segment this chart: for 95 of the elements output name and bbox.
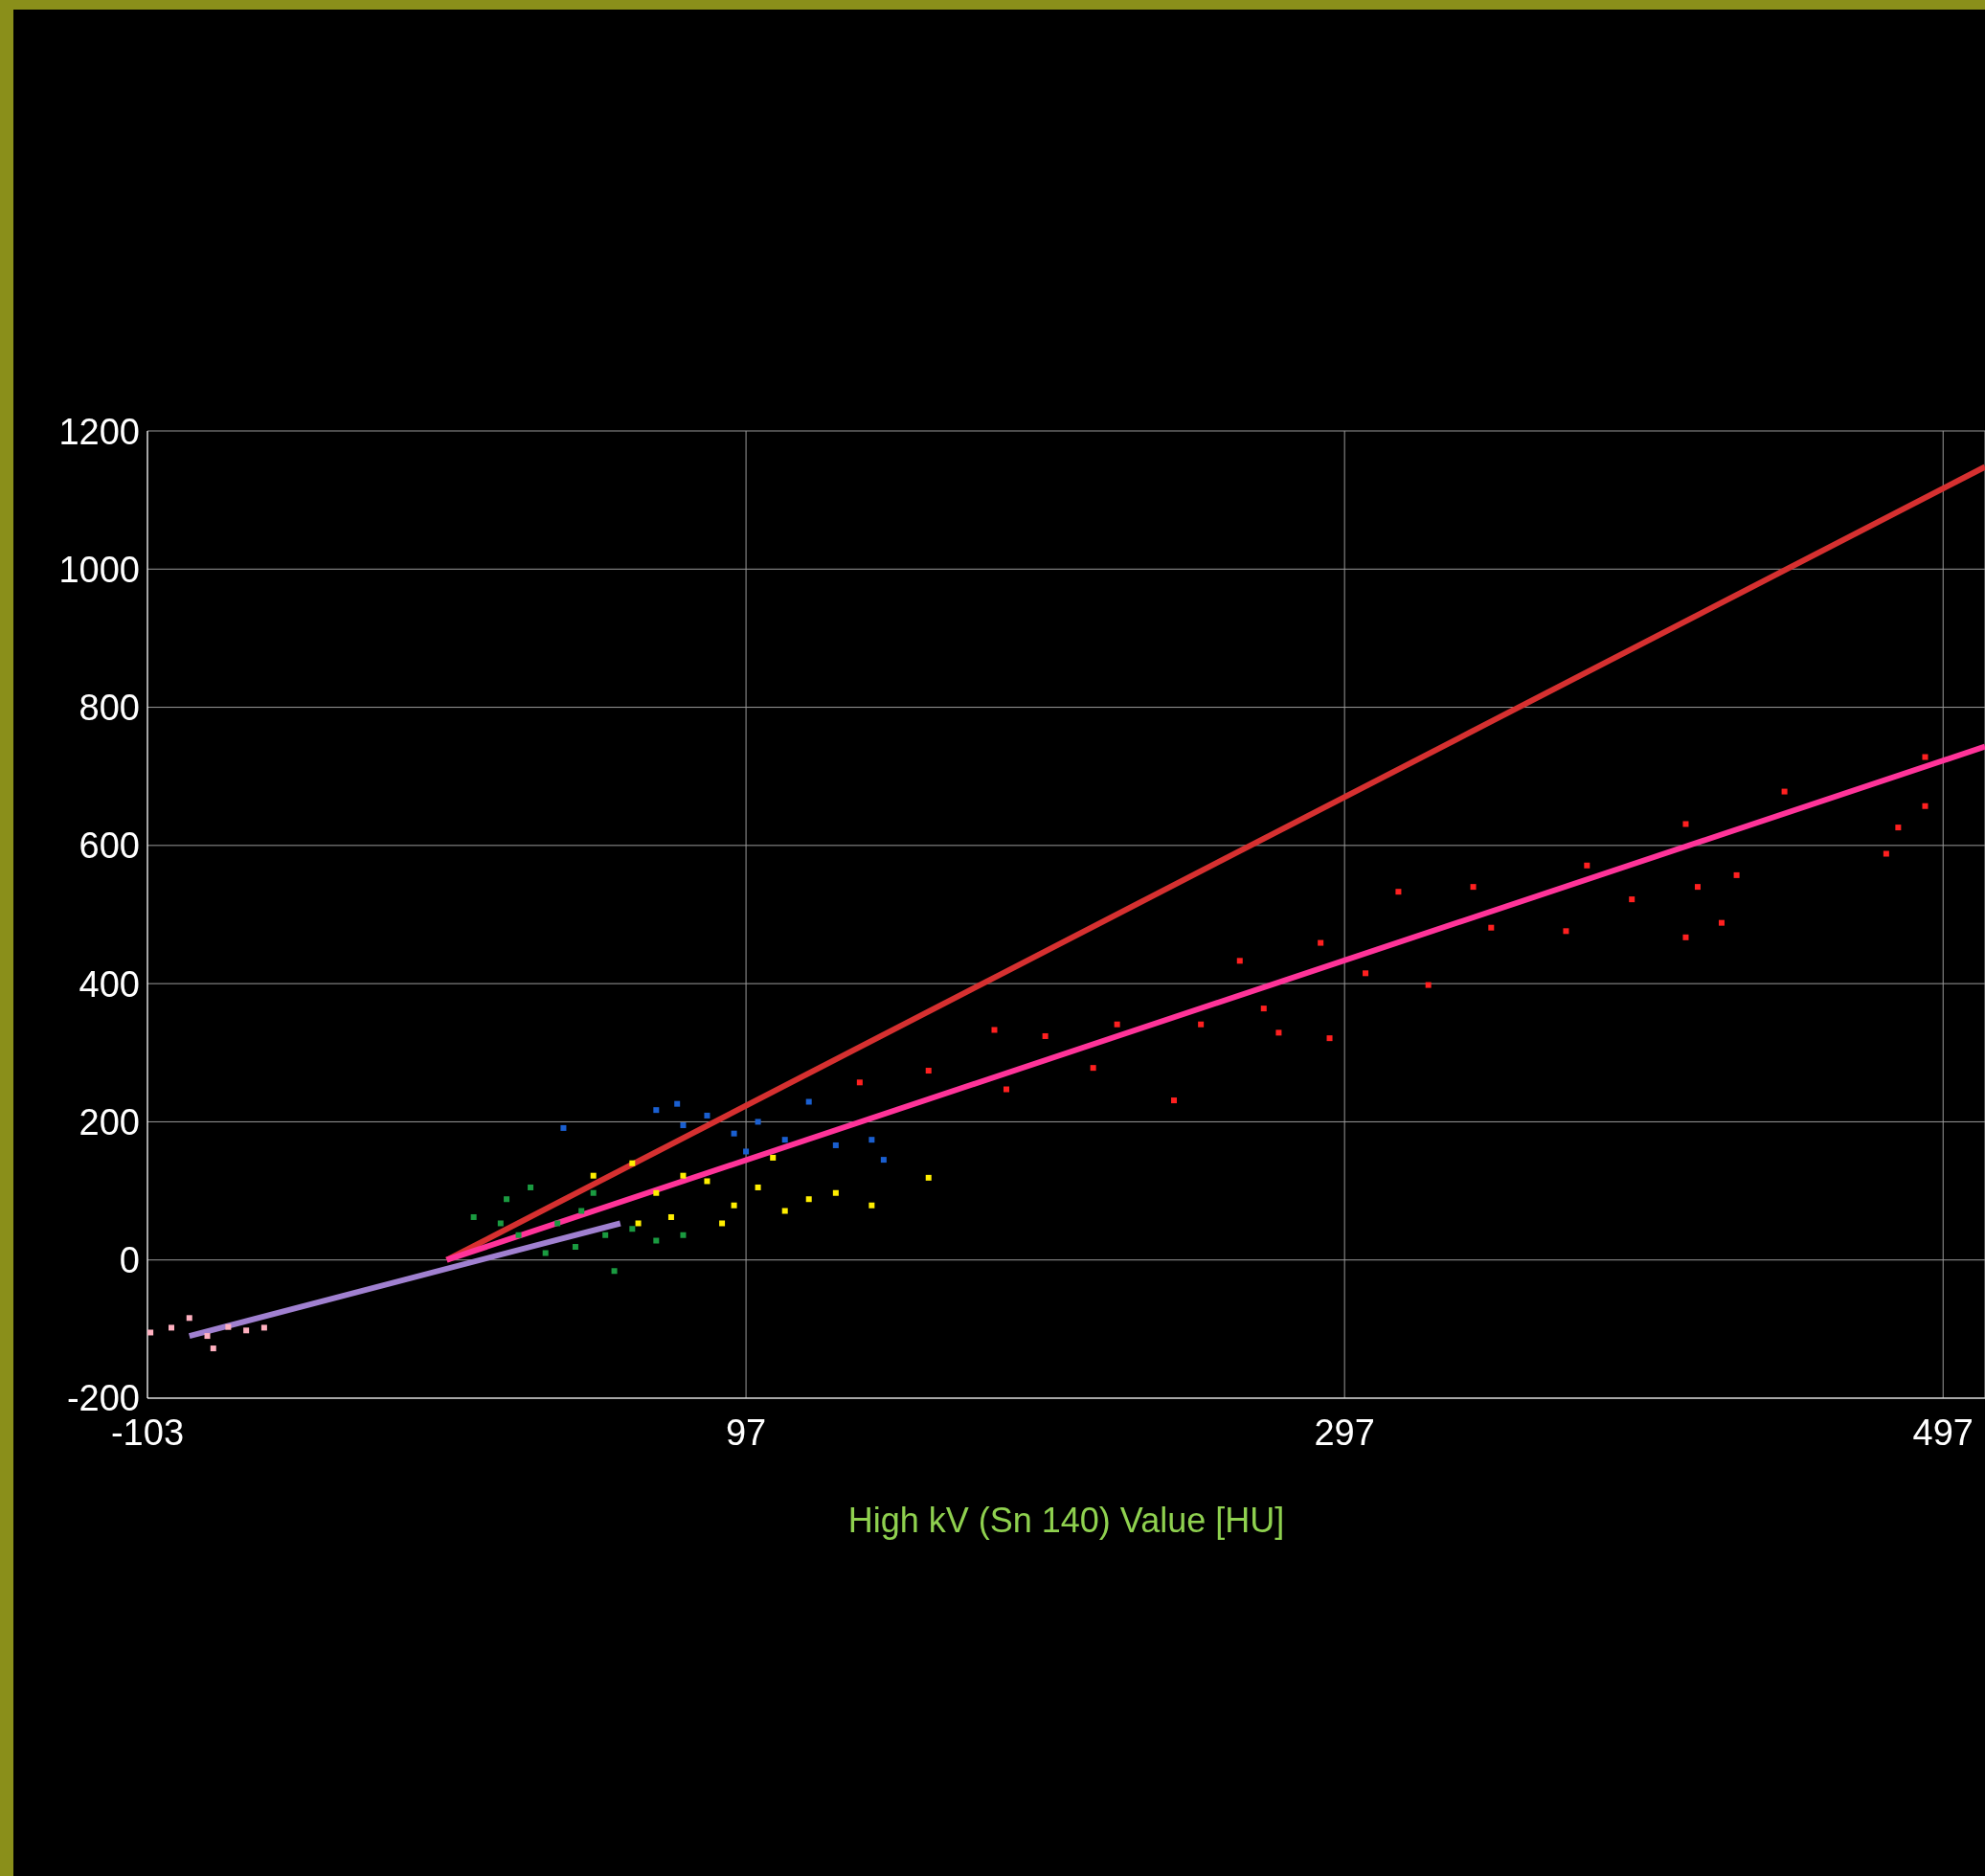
point (1895, 825, 1902, 831)
point (1114, 1021, 1120, 1028)
point (1003, 1086, 1009, 1093)
point (991, 1027, 998, 1033)
point (515, 1232, 522, 1238)
point (856, 1079, 863, 1086)
point (674, 1100, 681, 1107)
y-tick-label: 1000 (58, 549, 140, 590)
point (1629, 896, 1635, 903)
point (667, 1213, 674, 1220)
point (805, 1098, 812, 1105)
point (1171, 1097, 1178, 1104)
point (590, 1172, 597, 1179)
point (1090, 1065, 1096, 1072)
y-tick-label: 0 (119, 1240, 140, 1281)
point (1395, 889, 1402, 895)
x-tick-label: 97 (725, 1412, 767, 1453)
point (1260, 1006, 1267, 1012)
point (497, 1220, 504, 1227)
point (743, 1148, 750, 1155)
y-tick-label: 1200 (58, 411, 140, 452)
point (1883, 850, 1889, 857)
point (1236, 958, 1243, 964)
point (1042, 1032, 1049, 1039)
point (770, 1154, 777, 1161)
point (578, 1208, 585, 1214)
point (868, 1137, 875, 1143)
point (542, 1250, 549, 1256)
y-tick-label: 400 (79, 963, 140, 1005)
y-tick-label: 600 (79, 825, 140, 867)
point (504, 1196, 510, 1203)
point (1318, 939, 1324, 946)
point (169, 1324, 174, 1331)
point (731, 1202, 737, 1209)
point (1694, 884, 1701, 891)
point (680, 1122, 687, 1129)
point (781, 1137, 788, 1143)
point (925, 1174, 932, 1181)
point (653, 1237, 660, 1244)
point (653, 1189, 660, 1196)
point (1733, 871, 1740, 878)
point (1470, 884, 1477, 891)
point (1922, 754, 1929, 760)
point (704, 1178, 711, 1185)
point (1488, 924, 1495, 931)
point (781, 1208, 788, 1214)
point (653, 1107, 660, 1114)
point (1682, 821, 1689, 827)
point (204, 1333, 211, 1340)
point (680, 1232, 687, 1238)
point (629, 1160, 636, 1166)
point (832, 1189, 839, 1196)
point (1425, 982, 1432, 988)
y-tick-label: 200 (79, 1101, 140, 1142)
point (719, 1220, 726, 1227)
point (590, 1189, 597, 1196)
point (1198, 1021, 1205, 1028)
point (147, 1329, 154, 1336)
point (704, 1112, 711, 1119)
point (1563, 928, 1569, 935)
point (602, 1232, 609, 1238)
point (560, 1124, 567, 1131)
point (186, 1315, 192, 1322)
point (1922, 802, 1929, 809)
point (260, 1324, 267, 1331)
point (1326, 1035, 1333, 1042)
x-tick-label: 297 (1314, 1412, 1375, 1453)
point (1718, 919, 1725, 926)
point (832, 1141, 839, 1148)
point (925, 1068, 932, 1074)
point (755, 1184, 761, 1190)
y-tick-label: 800 (79, 688, 140, 729)
point (1363, 970, 1369, 977)
point (528, 1184, 534, 1190)
point (225, 1323, 232, 1330)
x-tick-label: 497 (1912, 1412, 1974, 1453)
x-axis-title: High kV (Sn 140) Value [HU] (847, 1501, 1285, 1540)
point (210, 1345, 216, 1352)
point (880, 1157, 887, 1164)
point (1584, 862, 1590, 869)
point (731, 1130, 737, 1137)
point (572, 1244, 578, 1251)
point (554, 1220, 561, 1227)
point (680, 1172, 687, 1179)
point (868, 1202, 875, 1209)
point (805, 1196, 812, 1203)
point (470, 1213, 477, 1220)
point (1682, 934, 1689, 940)
point (755, 1119, 761, 1125)
point (635, 1220, 642, 1227)
point (611, 1268, 618, 1275)
point (1275, 1029, 1282, 1036)
point (1781, 788, 1788, 795)
point (629, 1226, 636, 1232)
point (243, 1327, 250, 1334)
